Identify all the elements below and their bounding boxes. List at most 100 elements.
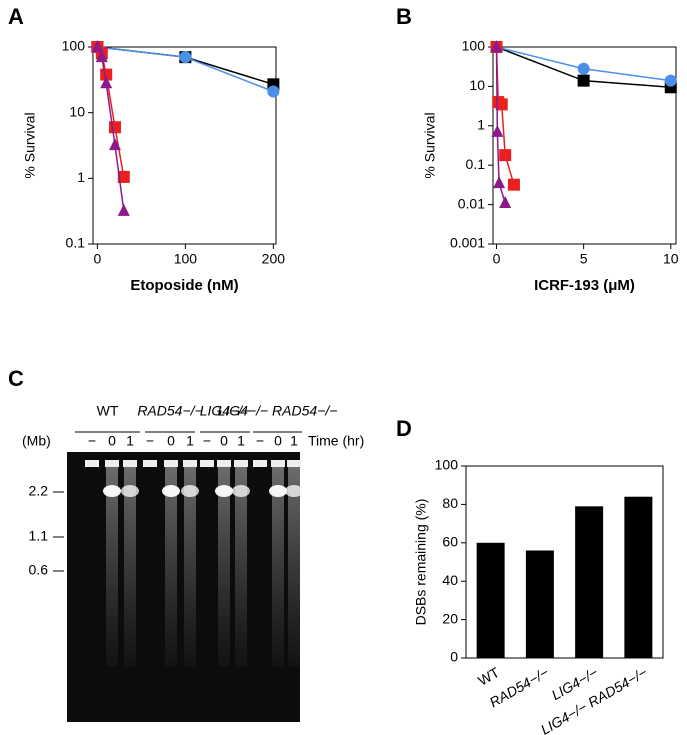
panel-label: B bbox=[396, 4, 412, 29]
marker bbox=[499, 195, 512, 208]
marker bbox=[95, 50, 108, 63]
lane-label: 1 bbox=[186, 433, 194, 449]
gel-smear bbox=[272, 467, 284, 667]
x-axis-label: Etoposide (nM) bbox=[130, 277, 238, 294]
lane-label: 1 bbox=[126, 433, 134, 449]
y-tick-label: 10 bbox=[469, 77, 485, 93]
y-tick-label: 0.01 bbox=[458, 195, 485, 211]
marker bbox=[499, 149, 512, 162]
bar bbox=[476, 542, 505, 658]
lane-label: 0 bbox=[274, 433, 282, 449]
marker bbox=[117, 203, 130, 216]
plot-frame bbox=[465, 465, 664, 659]
series-line bbox=[495, 46, 506, 204]
marker bbox=[108, 121, 121, 134]
y-tick-label: 40 bbox=[442, 572, 458, 588]
marker bbox=[491, 124, 504, 137]
gel-band bbox=[103, 485, 121, 497]
marker bbox=[664, 74, 677, 87]
bar bbox=[525, 550, 554, 658]
panel-label: C bbox=[8, 366, 24, 391]
gel-band bbox=[285, 485, 303, 497]
gel-well bbox=[253, 460, 267, 467]
gel-band bbox=[232, 485, 250, 497]
group-label: RAD54−/− bbox=[137, 403, 202, 419]
plot-frame bbox=[92, 46, 277, 245]
group-label: LIG4−/− bbox=[200, 403, 251, 419]
gel-well bbox=[123, 460, 137, 467]
group-label: WT bbox=[97, 403, 119, 419]
y-tick-label: 60 bbox=[442, 534, 458, 550]
gel-well bbox=[105, 460, 119, 467]
y-tick-label: 100 bbox=[435, 457, 459, 473]
gel-smear bbox=[288, 467, 300, 667]
gel-smear bbox=[124, 467, 136, 667]
marker bbox=[179, 51, 192, 64]
y-tick-label: 20 bbox=[442, 610, 458, 626]
marker bbox=[577, 62, 590, 75]
bar bbox=[575, 506, 604, 658]
panel-label: A bbox=[8, 4, 24, 29]
y-tick-label: 10 bbox=[69, 103, 85, 119]
gel-well bbox=[287, 460, 301, 467]
y-tick-label: 100 bbox=[462, 38, 486, 54]
x-tick-label: 200 bbox=[262, 251, 286, 267]
gel-smear bbox=[235, 467, 247, 667]
y-tick-label: 1 bbox=[77, 169, 85, 185]
gel-well bbox=[200, 460, 214, 467]
y-tick-label: 100 bbox=[62, 38, 86, 54]
gel-smear bbox=[165, 467, 177, 667]
x-tick-label: 5 bbox=[580, 251, 588, 267]
y-axis-label: % Survival bbox=[422, 112, 438, 178]
marker bbox=[100, 68, 113, 81]
lane-label: 1 bbox=[290, 433, 298, 449]
marker bbox=[117, 170, 130, 183]
y-tick-label: 0 bbox=[450, 649, 458, 665]
x-axis-label: ICRF-193 (μM) bbox=[534, 277, 635, 294]
y-axis-label: % Survival bbox=[22, 112, 38, 178]
gel-band bbox=[121, 485, 139, 497]
gel-band bbox=[215, 485, 233, 497]
plot-frame bbox=[492, 46, 677, 245]
bar bbox=[624, 496, 653, 658]
y-axis-label: DSBs remaining (%) bbox=[413, 499, 429, 626]
x-tick-label: 0 bbox=[493, 251, 501, 267]
group-label: LIG4−/− RAD54−/− bbox=[218, 403, 338, 419]
lane-label: − bbox=[203, 433, 211, 449]
x-tick-label: 10 bbox=[663, 251, 679, 267]
y-tick-label: 0.1 bbox=[466, 156, 486, 172]
marker bbox=[267, 85, 280, 98]
gel-band bbox=[162, 485, 180, 497]
marker bbox=[100, 76, 113, 89]
gel-well bbox=[217, 460, 231, 467]
lane-label: 0 bbox=[220, 433, 228, 449]
y-tick-label: 1 bbox=[477, 117, 485, 133]
panel-label: D bbox=[396, 416, 412, 441]
gel-well bbox=[183, 460, 197, 467]
gel-well bbox=[234, 460, 248, 467]
marker bbox=[490, 40, 503, 52]
y-tick-label: 80 bbox=[442, 495, 458, 511]
size-marker-label: 1.1 bbox=[29, 528, 49, 544]
lane-label: − bbox=[88, 433, 96, 449]
size-marker-label: 0.6 bbox=[29, 562, 49, 578]
gel-smear bbox=[218, 467, 230, 667]
size-unit: (Mb) bbox=[22, 433, 51, 449]
lane-label: − bbox=[256, 433, 264, 449]
lane-label: 0 bbox=[167, 433, 175, 449]
y-tick-label: 0.001 bbox=[450, 235, 485, 251]
gel-band bbox=[269, 485, 287, 497]
lane-label: − bbox=[146, 433, 154, 449]
marker bbox=[91, 40, 104, 52]
gel-well bbox=[271, 460, 285, 467]
x-tick-label: 100 bbox=[174, 251, 198, 267]
marker bbox=[507, 178, 520, 191]
gel-well bbox=[143, 460, 157, 467]
x-tick-label: WT bbox=[475, 664, 502, 689]
marker bbox=[577, 74, 590, 87]
marker bbox=[108, 138, 121, 151]
lane-label: 1 bbox=[237, 433, 245, 449]
y-tick-label: 0.1 bbox=[66, 235, 86, 251]
time-label: Time (hr) bbox=[308, 433, 364, 449]
